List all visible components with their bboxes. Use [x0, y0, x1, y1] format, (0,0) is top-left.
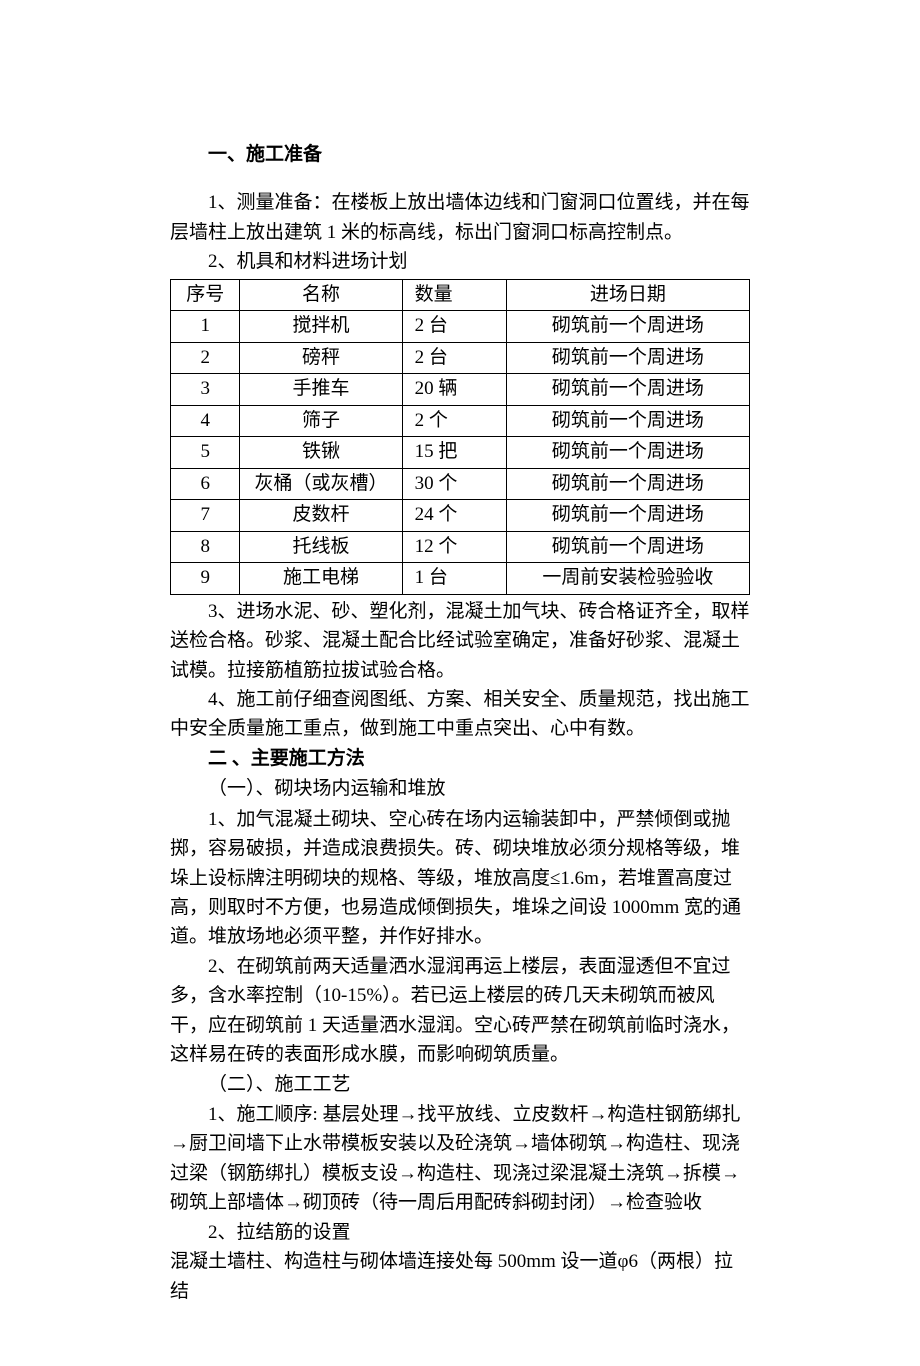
cell-name: 搅拌机 [240, 311, 402, 343]
cell-seq: 9 [171, 563, 240, 595]
section2-sub1: （一）、砌块场内运输和堆放 [170, 774, 750, 804]
cell-name: 磅秤 [240, 342, 402, 374]
cell-qty: 15 把 [402, 437, 506, 469]
col-header-qty: 数量 [402, 279, 506, 311]
cell-date: 砌筑前一个周进场 [506, 468, 749, 500]
section1-heading: 一、施工准备 [170, 140, 750, 170]
cell-date: 砌筑前一个周进场 [506, 500, 749, 532]
section2-para1: 1、加气混凝土砌块、空心砖在场内运输装卸中，严禁倾倒或抛掷，容易破损，并造成浪费… [170, 805, 750, 952]
cell-seq: 6 [171, 468, 240, 500]
cell-seq: 8 [171, 531, 240, 563]
table-row: 6 灰桶（或灰槽） 30 个 砌筑前一个周进场 [171, 468, 750, 500]
col-header-name: 名称 [240, 279, 402, 311]
table-row: 4 筛子 2 个 砌筑前一个周进场 [171, 405, 750, 437]
cell-qty: 20 辆 [402, 374, 506, 406]
cell-date: 砌筑前一个周进场 [506, 342, 749, 374]
section2-sub2: （二）、施工工艺 [170, 1070, 750, 1100]
cell-name: 灰桶（或灰槽） [240, 468, 402, 500]
section2-para5: 混凝土墙柱、构造柱与砌体墙连接处每 500mm 设一道φ6（两根）拉结 [170, 1247, 750, 1306]
section1-para1: 1、测量准备：在楼板上放出墙体边线和门窗洞口位置线，并在每层墙柱上放出建筑 1 … [170, 188, 750, 247]
cell-date: 砌筑前一个周进场 [506, 311, 749, 343]
materials-table: 序号 名称 数量 进场日期 1 搅拌机 2 台 砌筑前一个周进场 2 磅秤 2 … [170, 279, 750, 595]
cell-seq: 5 [171, 437, 240, 469]
cell-date: 砌筑前一个周进场 [506, 531, 749, 563]
cell-qty: 24 个 [402, 500, 506, 532]
table-row: 1 搅拌机 2 台 砌筑前一个周进场 [171, 311, 750, 343]
cell-name: 托线板 [240, 531, 402, 563]
cell-date: 一周前安装检验验收 [506, 563, 749, 595]
table-header-row: 序号 名称 数量 进场日期 [171, 279, 750, 311]
table-body: 1 搅拌机 2 台 砌筑前一个周进场 2 磅秤 2 台 砌筑前一个周进场 3 手… [171, 311, 750, 595]
cell-qty: 2 台 [402, 342, 506, 374]
section1-para3: 3、进场水泥、砂、塑化剂，混凝土加气块、砖合格证齐全，取样送检合格。砂浆、混凝土… [170, 597, 750, 685]
cell-qty: 30 个 [402, 468, 506, 500]
cell-seq: 2 [171, 342, 240, 374]
cell-name: 皮数杆 [240, 500, 402, 532]
cell-date: 砌筑前一个周进场 [506, 437, 749, 469]
table-row: 8 托线板 12 个 砌筑前一个周进场 [171, 531, 750, 563]
section2-para3: 1、施工顺序: 基层处理→找平放线、立皮数杆→构造柱钢筋绑扎→厨卫间墙下止水带模… [170, 1100, 750, 1218]
cell-seq: 1 [171, 311, 240, 343]
cell-qty: 2 台 [402, 311, 506, 343]
col-header-seq: 序号 [171, 279, 240, 311]
cell-name: 手推车 [240, 374, 402, 406]
cell-qty: 12 个 [402, 531, 506, 563]
table-row: 9 施工电梯 1 台 一周前安装检验验收 [171, 563, 750, 595]
cell-date: 砌筑前一个周进场 [506, 405, 749, 437]
cell-seq: 4 [171, 405, 240, 437]
section1-para2: 2、机具和材料进场计划 [170, 247, 750, 276]
cell-seq: 3 [171, 374, 240, 406]
cell-date: 砌筑前一个周进场 [506, 374, 749, 406]
table-row: 2 磅秤 2 台 砌筑前一个周进场 [171, 342, 750, 374]
col-header-date: 进场日期 [506, 279, 749, 311]
section2-para2: 2、在砌筑前两天适量洒水湿润再运上楼层，表面湿透但不宜过多，含水率控制（10-1… [170, 952, 750, 1070]
table-row: 5 铁锹 15 把 砌筑前一个周进场 [171, 437, 750, 469]
table-row: 7 皮数杆 24 个 砌筑前一个周进场 [171, 500, 750, 532]
cell-name: 筛子 [240, 405, 402, 437]
cell-seq: 7 [171, 500, 240, 532]
cell-name: 铁锹 [240, 437, 402, 469]
table-row: 3 手推车 20 辆 砌筑前一个周进场 [171, 374, 750, 406]
cell-qty: 1 台 [402, 563, 506, 595]
section2-heading: 二 、主要施工方法 [170, 744, 750, 774]
cell-qty: 2 个 [402, 405, 506, 437]
cell-name: 施工电梯 [240, 563, 402, 595]
section2-para4: 2、拉结筋的设置 [170, 1218, 750, 1247]
section1-para4: 4、施工前仔细查阅图纸、方案、相关安全、质量规范，找出施工中安全质量施工重点，做… [170, 685, 750, 744]
